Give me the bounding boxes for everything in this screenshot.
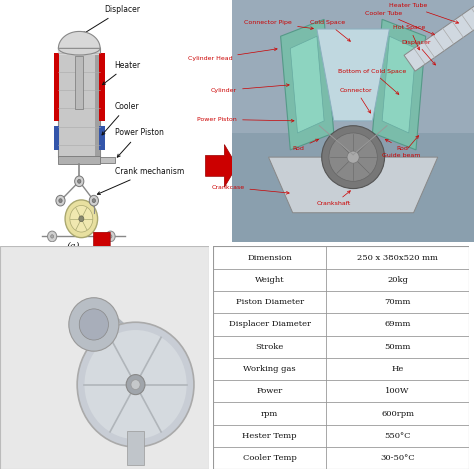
Text: Dimension: Dimension (247, 254, 292, 262)
Circle shape (75, 176, 84, 187)
Text: Heater Tube: Heater Tube (390, 3, 458, 23)
Circle shape (77, 322, 194, 447)
Text: Working gas: Working gas (243, 365, 296, 373)
Text: Crankcase: Crankcase (211, 184, 289, 194)
Text: Cooler Tube: Cooler Tube (365, 10, 435, 35)
Text: 600rpm: 600rpm (381, 410, 414, 418)
Bar (58, 156, 100, 164)
Text: Piston Diameter: Piston Diameter (236, 298, 304, 306)
Text: Cylinder Head: Cylinder Head (188, 48, 277, 62)
Text: Cylinder: Cylinder (211, 84, 289, 93)
Bar (54, 126, 59, 150)
Polygon shape (404, 4, 474, 71)
Circle shape (106, 231, 115, 242)
Text: Rod: Rod (292, 139, 319, 151)
Polygon shape (290, 36, 324, 133)
Bar (100, 53, 105, 121)
Bar (58, 48, 64, 157)
Text: Heater: Heater (102, 61, 141, 85)
Circle shape (126, 374, 145, 395)
Text: (b): (b) (346, 254, 360, 263)
Text: Hot Space: Hot Space (393, 25, 426, 50)
Circle shape (51, 235, 54, 238)
Text: Crank mechanism: Crank mechanism (97, 167, 184, 194)
Text: rpm: rpm (261, 410, 278, 418)
Bar (75, 55, 83, 109)
Polygon shape (281, 19, 334, 150)
Bar (100, 157, 115, 163)
Circle shape (79, 309, 109, 340)
Text: Power: Power (256, 387, 283, 395)
Circle shape (92, 199, 96, 202)
Text: Displacer Diameter: Displacer Diameter (228, 320, 310, 328)
Polygon shape (382, 36, 416, 133)
Text: Crankshaft: Crankshaft (317, 191, 351, 207)
Circle shape (65, 200, 98, 237)
Circle shape (70, 206, 93, 232)
Text: Power Piston: Power Piston (115, 128, 164, 157)
Circle shape (131, 380, 140, 390)
Bar (54, 53, 59, 121)
Bar (58, 48, 100, 157)
Text: 250 x 380x520 mm: 250 x 380x520 mm (357, 254, 438, 262)
Text: Displacer: Displacer (82, 5, 140, 34)
Polygon shape (58, 31, 100, 48)
Polygon shape (373, 19, 426, 150)
Text: Stroke: Stroke (255, 343, 284, 351)
Circle shape (329, 133, 377, 181)
Text: Bottom of Cold Space: Bottom of Cold Space (338, 69, 406, 94)
Text: (a): (a) (66, 242, 80, 251)
Text: 100W: 100W (385, 387, 410, 395)
Circle shape (56, 195, 65, 206)
Text: Rod: Rod (385, 139, 409, 151)
Text: Cold Space: Cold Space (310, 20, 350, 41)
Text: Connector Pipe: Connector Pipe (245, 20, 313, 29)
Text: 30-50°C: 30-50°C (380, 454, 415, 462)
Text: 20kg: 20kg (387, 276, 408, 284)
Text: Guide beam: Guide beam (383, 136, 421, 158)
Bar (58, 48, 100, 55)
Bar (100, 126, 105, 150)
Circle shape (347, 151, 359, 163)
Text: 550°C: 550°C (384, 432, 411, 440)
Polygon shape (317, 29, 390, 121)
Text: Weight: Weight (255, 276, 284, 284)
Bar (95, 48, 100, 157)
Bar (232, 133, 474, 242)
Circle shape (69, 298, 119, 351)
Polygon shape (205, 145, 237, 187)
Circle shape (109, 235, 112, 238)
Text: Cooler: Cooler (102, 102, 139, 135)
Polygon shape (85, 232, 118, 261)
Ellipse shape (58, 42, 100, 55)
Circle shape (322, 126, 384, 189)
Text: 70mm: 70mm (384, 298, 411, 306)
Text: Hester Temp: Hester Temp (242, 432, 297, 440)
Circle shape (78, 179, 81, 183)
Circle shape (79, 216, 84, 222)
Circle shape (59, 199, 62, 202)
Bar (127, 431, 144, 465)
Circle shape (89, 195, 99, 206)
Text: 50mm: 50mm (384, 343, 411, 351)
Text: Connector: Connector (340, 88, 373, 113)
Text: He: He (392, 365, 404, 373)
Polygon shape (268, 157, 438, 213)
Text: Displacer: Displacer (401, 39, 436, 65)
Circle shape (84, 330, 187, 439)
Circle shape (47, 231, 57, 242)
Text: Cooler Temp: Cooler Temp (243, 454, 296, 462)
Text: 69mm: 69mm (384, 320, 411, 328)
Text: Power Piston: Power Piston (197, 117, 294, 122)
